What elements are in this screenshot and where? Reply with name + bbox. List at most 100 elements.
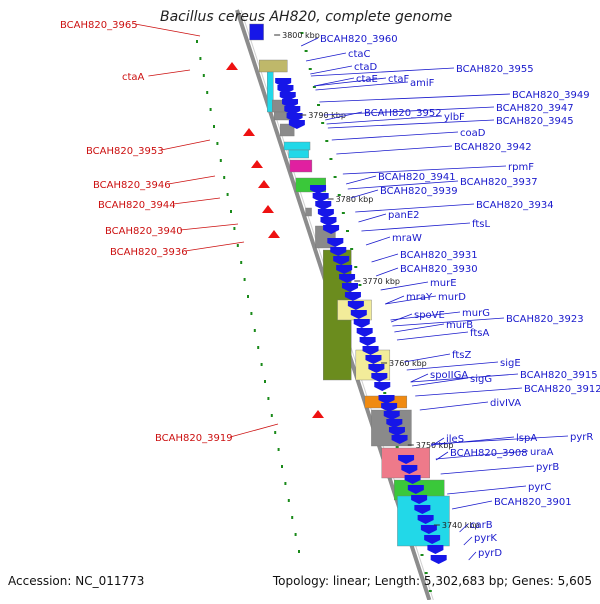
feature-box [279, 123, 295, 137]
leader-line-left [180, 223, 239, 231]
track-dot-right [358, 284, 362, 286]
leader-line [310, 67, 455, 77]
track-dot-left [213, 125, 215, 128]
leader-line-left [135, 23, 201, 37]
scale-label: 3800 kbp [282, 31, 320, 40]
gene-label: carB [470, 520, 493, 531]
gene-label: sigE [500, 358, 521, 369]
track-dot-left [223, 176, 226, 179]
gene-label: divIVA [490, 398, 521, 409]
gene-arrow-blue [420, 525, 437, 534]
leader-line [410, 373, 519, 383]
gene-arrow-blue [344, 292, 361, 301]
track-dot-left [284, 482, 287, 485]
track-dot-left [277, 448, 280, 451]
track-dot-right [300, 32, 304, 34]
gene-label: BCAH820_3912 [524, 384, 600, 395]
gene-label: BCAH820_3939 [380, 186, 458, 197]
track-dot-right [424, 572, 428, 574]
feature-box [289, 159, 313, 173]
track-dot-left [233, 227, 236, 230]
gene-arrow-blue [282, 99, 299, 108]
gene-arrow-blue [336, 265, 353, 274]
track-dot-left [257, 346, 260, 349]
gene-arrow-blue [277, 85, 294, 94]
track-dot-left [298, 550, 300, 553]
track-dot-left [267, 397, 270, 400]
leader-line [305, 52, 347, 62]
gene-label-left: BCAH820_3940 [105, 226, 183, 237]
genome-summary-label: Topology: linear; Length: 5,302,683 bp; … [272, 574, 592, 588]
leader-line [327, 119, 495, 129]
gene-arrow-blue [411, 495, 428, 504]
gene-label: BCAH820_3937 [460, 177, 538, 188]
gene-arrow-red [226, 62, 238, 70]
gene-arrow-red [243, 128, 255, 136]
gene-label: BCAH820_3941 [378, 172, 456, 183]
leader-line-left [161, 139, 211, 151]
gene-label: sigG [470, 374, 492, 385]
gene-arrow-red [312, 410, 324, 418]
genome-title: Bacillus cereus AH820, complete genome [160, 9, 453, 25]
gene-label-left: BCAH820_3965 [60, 20, 138, 31]
gene-label-left: BCAH820_3944 [98, 200, 176, 211]
gene-label-left: BCAH820_3946 [93, 180, 171, 191]
gene-label: ctaC [348, 49, 371, 60]
scale-label: 3740 kbp [442, 521, 480, 530]
gene-label: coaD [460, 128, 486, 139]
leader-line-left [173, 197, 221, 205]
track-dot-right [420, 554, 424, 556]
gene-arrow-blue [286, 113, 303, 122]
gene-arrow-blue [401, 465, 418, 474]
track-dot-left [216, 142, 219, 145]
track-dot-left [230, 210, 232, 213]
track-dot-left [226, 193, 229, 196]
leader-line [326, 115, 443, 125]
leader-line [390, 311, 461, 321]
track-dot-left [209, 108, 212, 111]
gene-arrow-blue [417, 515, 434, 524]
gene-label: ctaD [354, 62, 378, 73]
leader-line-left [148, 69, 191, 77]
gene-label: ylbF [444, 112, 465, 123]
leader-line [419, 401, 489, 411]
feature-box [267, 71, 274, 113]
leader-line [430, 435, 569, 445]
gene-arrow-blue [378, 395, 395, 404]
feature-box [283, 141, 311, 151]
leader-line [315, 81, 409, 91]
gene-arrow-blue [339, 274, 356, 283]
leader-line [396, 331, 469, 341]
gene-arrow-blue [386, 419, 403, 428]
track-dot-left [247, 295, 249, 298]
gene-arrow-blue [312, 193, 329, 202]
gene-label: BCAH820_3945 [496, 116, 574, 127]
gene-arrow-blue [288, 120, 305, 129]
gene-label: spoIIGA [430, 370, 468, 381]
gene-label: ftsZ [452, 350, 471, 361]
leader-line [371, 253, 399, 263]
gene-arrow-blue [365, 355, 382, 364]
gene-arrow-blue [362, 346, 379, 355]
gene-arrow-blue [279, 92, 296, 101]
track-dot-right [304, 50, 308, 52]
track-dot-right [395, 446, 399, 448]
gene-label: mraY [406, 292, 433, 303]
gene-arrow-blue [414, 505, 431, 514]
gene-arrow-blue [359, 337, 376, 346]
track-dot-left [281, 465, 283, 468]
leader-line [331, 131, 459, 141]
gene-label: pyrR [570, 432, 593, 443]
leader-line [447, 485, 527, 495]
gene-label-left: BCAH820_3919 [155, 433, 233, 444]
gene-label: BCAH820_3934 [476, 200, 554, 211]
gene-arrow-blue [317, 209, 334, 218]
gene-arrow-blue [356, 328, 373, 337]
track-dot-right [383, 392, 387, 394]
track-dot-right [329, 158, 333, 160]
leader-line [375, 267, 399, 277]
gene-label-left: BCAH820_3953 [86, 146, 164, 157]
scale-label: 3760 kbp [389, 359, 427, 368]
